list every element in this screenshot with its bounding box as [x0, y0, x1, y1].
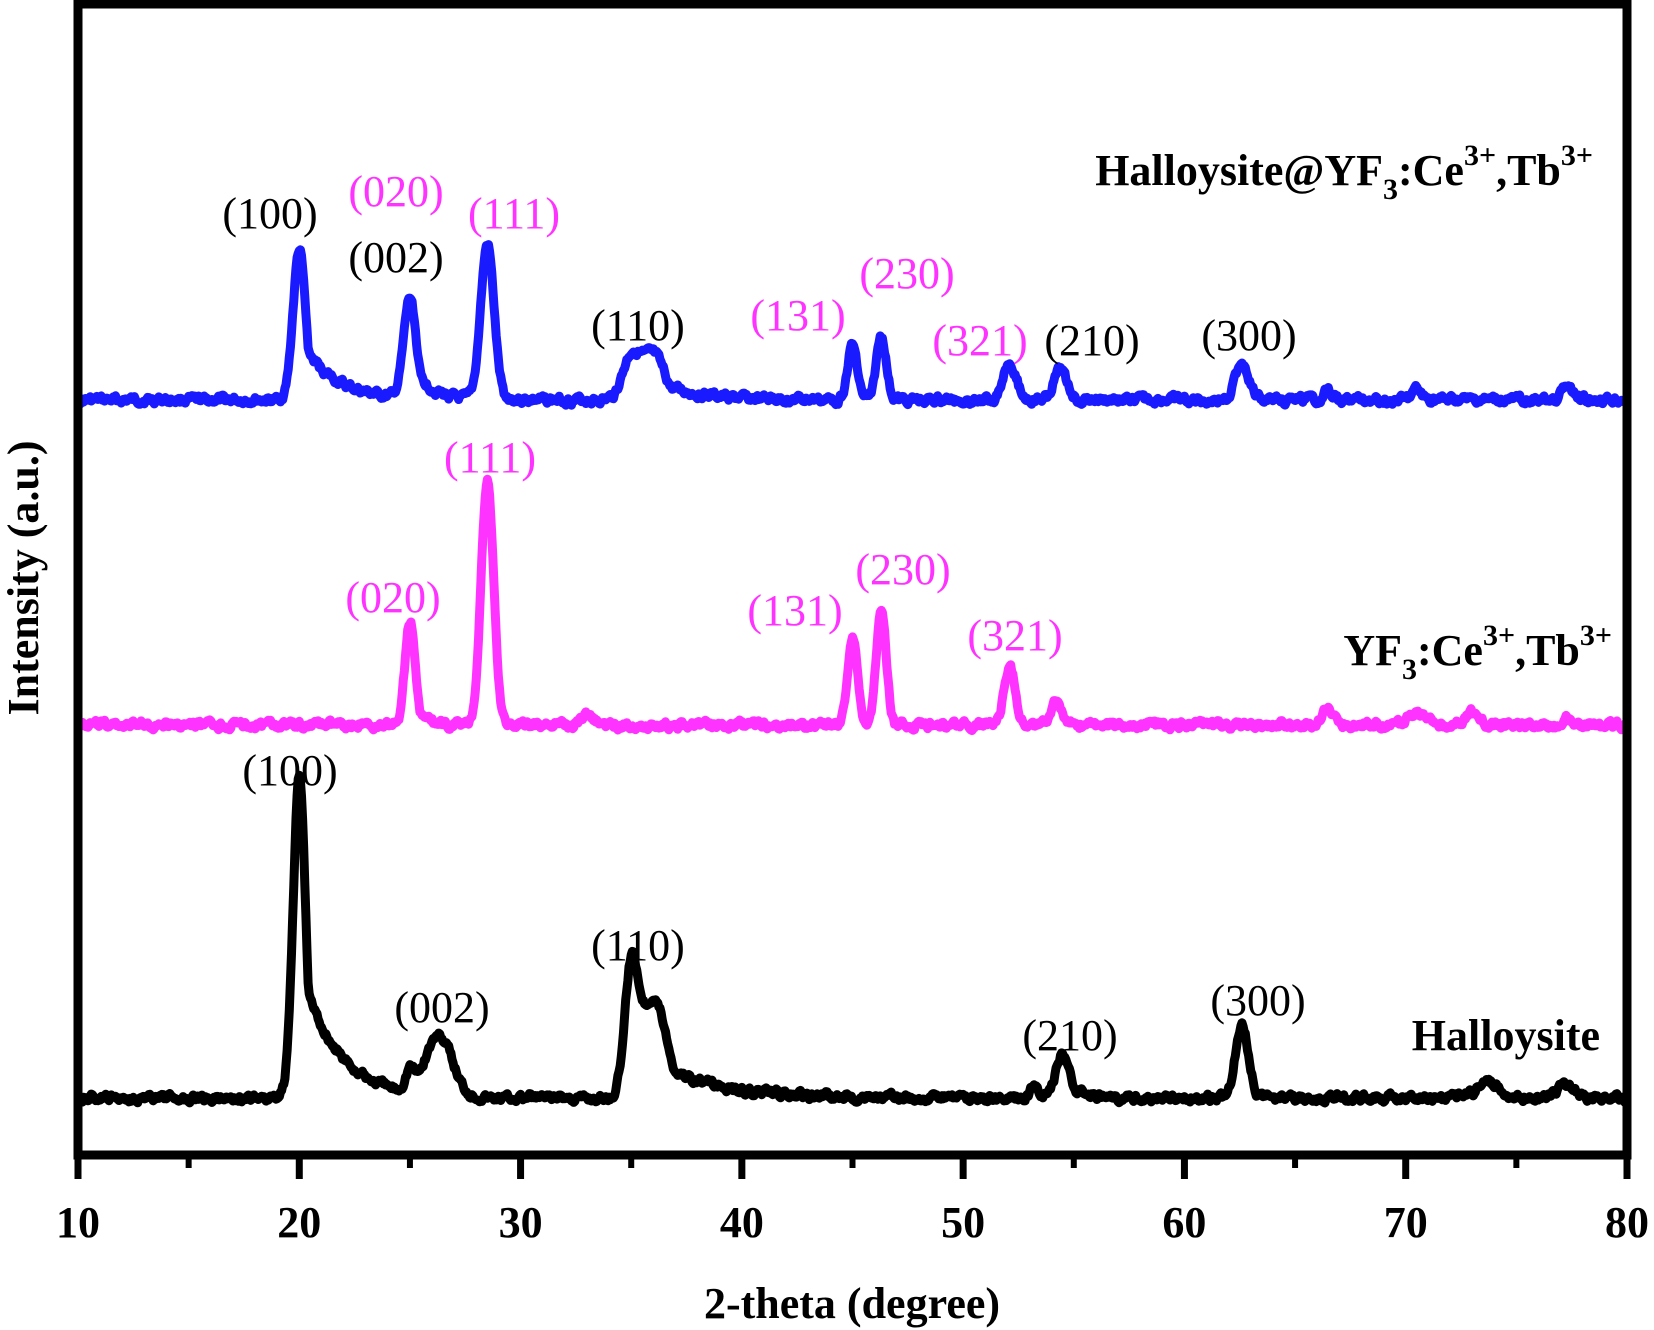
hkl-label: (321) [967, 611, 1062, 660]
hkl-label: (100) [222, 189, 317, 238]
x-tick-label: 10 [56, 1198, 100, 1247]
y-axis-title: Intensity (a.u.) [0, 440, 48, 715]
hkl-label: (131) [750, 291, 845, 340]
hkl-label: (110) [591, 921, 685, 970]
x-tick-label: 40 [720, 1198, 764, 1247]
hkl-label: (210) [1022, 1011, 1117, 1060]
x-tick-label: 50 [941, 1198, 985, 1247]
x-axis-title: 2-theta (degree) [704, 1279, 1000, 1328]
x-tick-label: 80 [1605, 1198, 1649, 1247]
hkl-label: (321) [932, 316, 1027, 365]
x-axis-ticks [74, 1155, 1631, 1179]
hkl-label: (002) [394, 983, 489, 1032]
hkl-label: (020) [345, 573, 440, 622]
hkl-label: (100) [242, 746, 337, 795]
x-tick-label: 20 [277, 1198, 321, 1247]
hkl-label: (210) [1044, 316, 1139, 365]
hkl-label: (110) [591, 301, 685, 350]
trace-yf3-ce3-tb3- [74, 474, 1631, 736]
trace-halloysite [74, 770, 1631, 1108]
x-tick-label: 30 [499, 1198, 543, 1247]
hkl-label: (111) [444, 433, 536, 482]
xrd-traces [74, 240, 1631, 1108]
hkl-annotations: (100) (020) (002) (111) (110) (131) (230) (321)… [222, 167, 1305, 1060]
x-tick-label: 70 [1384, 1198, 1428, 1247]
hkl-label: (002) [348, 233, 443, 282]
label-halloysite-yf3: Halloysite@YF3:Ce3+,Tb3+ [1095, 139, 1593, 206]
trace-halloysite-yf3-ce3-tb3- [74, 240, 1631, 410]
label-halloysite: Halloysite [1412, 1011, 1600, 1060]
label-yf3: YF3:Ce3+,Tb3+ [1343, 619, 1612, 686]
hkl-label: (131) [747, 586, 842, 635]
hkl-label: (111) [468, 189, 560, 238]
x-axis-tick-labels: 10 20 30 40 50 60 70 80 [56, 1198, 1649, 1247]
hkl-label: (230) [859, 249, 954, 298]
x-tick-label: 60 [1162, 1198, 1206, 1247]
hkl-label: (300) [1210, 976, 1305, 1025]
hkl-label: (300) [1201, 311, 1296, 360]
hkl-label: (020) [348, 167, 443, 216]
hkl-label: (230) [855, 545, 950, 594]
